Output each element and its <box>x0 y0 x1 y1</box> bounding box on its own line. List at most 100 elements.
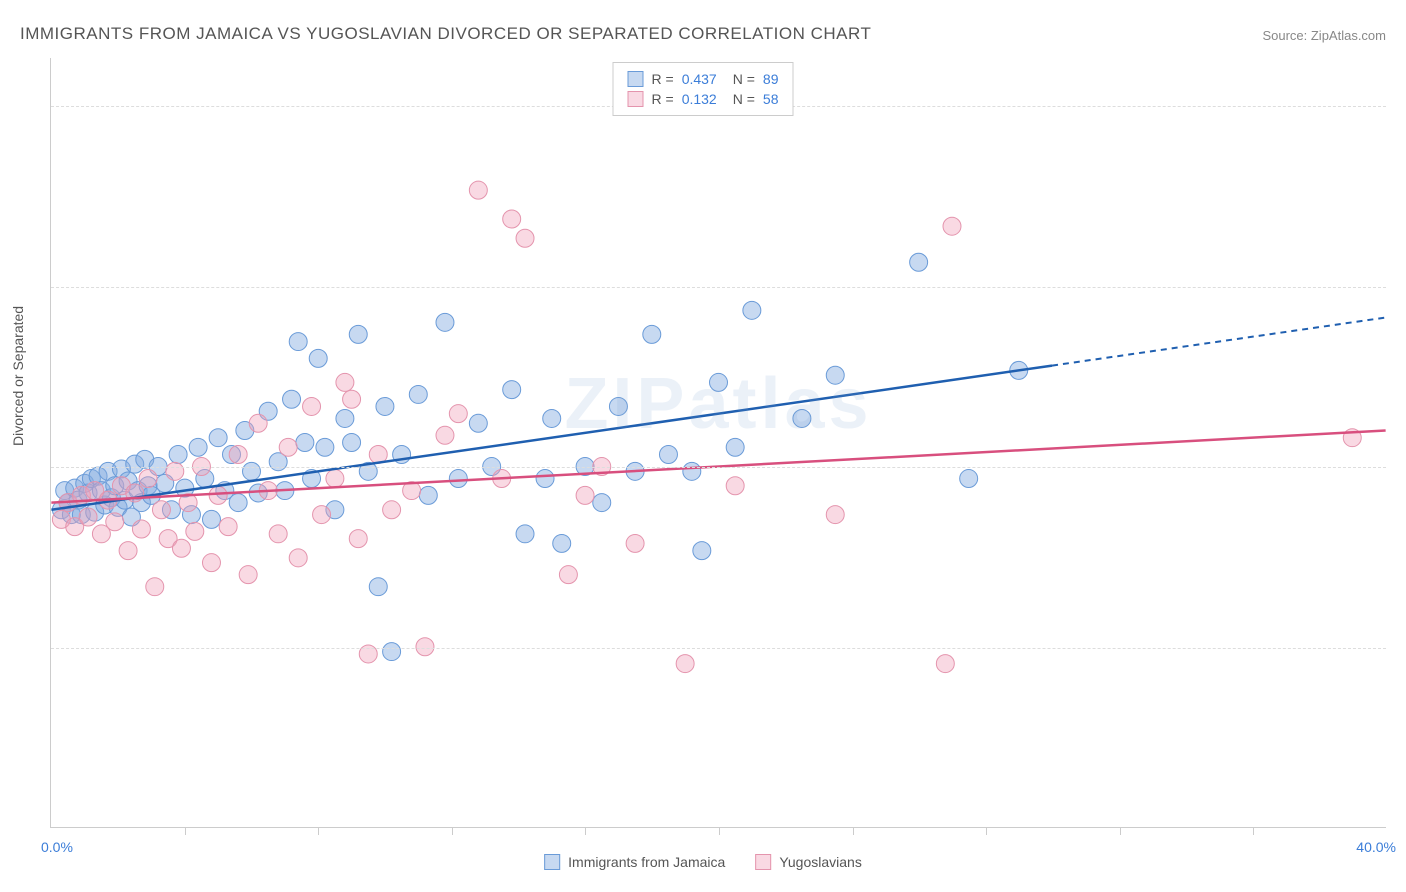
source-prefix: Source: <box>1262 28 1310 43</box>
series-2-swatch <box>628 91 644 107</box>
scatter-point <box>186 522 204 540</box>
scatter-point <box>960 470 978 488</box>
source-name: ZipAtlas.com <box>1311 28 1386 43</box>
series-2-name: Yugoslavians <box>779 854 862 870</box>
scatter-point <box>283 390 301 408</box>
scatter-point <box>189 438 207 456</box>
scatter-point <box>296 434 314 452</box>
scatter-point <box>436 426 454 444</box>
scatter-point <box>910 253 928 271</box>
series-2-n-value: 58 <box>763 91 779 107</box>
scatter-point <box>576 486 594 504</box>
y-tick-label: 30.0% <box>1396 98 1406 114</box>
scatter-point <box>936 655 954 673</box>
scatter-point <box>349 530 367 548</box>
scatter-point <box>209 486 227 504</box>
scatter-point <box>536 470 554 488</box>
scatter-point <box>119 542 137 560</box>
scatter-point <box>169 446 187 464</box>
r-label: R = <box>652 91 674 107</box>
source-attribution: Source: ZipAtlas.com <box>1262 28 1386 43</box>
scatter-point <box>553 534 571 552</box>
trend-line-extrapolated <box>1052 318 1386 366</box>
scatter-point <box>79 508 97 526</box>
scatter-point <box>643 325 661 343</box>
scatter-point <box>449 470 467 488</box>
scatter-point <box>202 510 220 528</box>
y-tick-label: 22.5% <box>1396 279 1406 295</box>
scatter-point <box>469 414 487 432</box>
series-2-swatch-bottom <box>755 854 771 870</box>
scatter-point <box>826 366 844 384</box>
scatter-point <box>726 477 744 495</box>
scatter-point <box>593 494 611 512</box>
n-label: N = <box>733 91 755 107</box>
scatter-point <box>693 542 711 560</box>
y-tick-label: 7.5% <box>1396 640 1406 656</box>
r-label: R = <box>652 71 674 87</box>
scatter-point <box>469 181 487 199</box>
scatter-point <box>349 325 367 343</box>
scatter-point <box>336 373 354 391</box>
scatter-point <box>279 438 297 456</box>
scatter-point <box>326 470 344 488</box>
scatter-point <box>376 397 394 415</box>
scatter-point <box>436 313 454 331</box>
chart-plot-area: ZIPatlas 7.5%15.0%22.5%30.0% 0.0% 40.0% <box>50 58 1386 828</box>
y-axis-label: Divorced or Separated <box>10 306 26 446</box>
scatter-point <box>229 446 247 464</box>
scatter-point <box>710 373 728 391</box>
scatter-point <box>609 397 627 415</box>
scatter-point <box>726 438 744 456</box>
series-1-n-value: 89 <box>763 71 779 87</box>
scatter-point <box>419 486 437 504</box>
scatter-point <box>683 462 701 480</box>
scatter-point <box>289 333 307 351</box>
y-tick-label: 15.0% <box>1396 459 1406 475</box>
scatter-point <box>146 578 164 596</box>
scatter-point <box>303 397 321 415</box>
series-2-r-value: 0.132 <box>682 91 717 107</box>
legend-item-series-2: Yugoslavians <box>755 854 862 870</box>
series-1-swatch <box>628 71 644 87</box>
scatter-point <box>166 462 184 480</box>
scatter-point <box>826 506 844 524</box>
scatter-point <box>383 643 401 661</box>
scatter-point <box>626 534 644 552</box>
scatter-point <box>316 438 334 456</box>
scatter-point <box>313 506 331 524</box>
scatter-point <box>132 520 150 538</box>
series-1-name: Immigrants from Jamaica <box>568 854 725 870</box>
scatter-point <box>269 525 287 543</box>
scatter-point <box>139 470 157 488</box>
scatter-point <box>343 390 361 408</box>
series-legend: Immigrants from Jamaica Yugoslavians <box>544 854 862 870</box>
scatter-point <box>343 434 361 452</box>
legend-item-series-1: Immigrants from Jamaica <box>544 854 725 870</box>
scatter-point <box>516 525 534 543</box>
scatter-point <box>152 501 170 519</box>
scatter-point <box>659 446 677 464</box>
scatter-point <box>309 349 327 367</box>
scatter-point <box>943 217 961 235</box>
series-1-swatch-bottom <box>544 854 560 870</box>
scatter-point <box>249 414 267 432</box>
scatter-point <box>219 518 237 536</box>
scatter-point <box>106 513 124 531</box>
chart-title: IMMIGRANTS FROM JAMAICA VS YUGOSLAVIAN D… <box>20 24 871 44</box>
scatter-point <box>793 409 811 427</box>
scatter-point <box>383 501 401 519</box>
scatter-point <box>449 405 467 423</box>
scatter-point <box>369 578 387 596</box>
scatter-point <box>743 301 761 319</box>
scatter-point <box>676 655 694 673</box>
scatter-point <box>543 409 561 427</box>
scatter-point <box>503 210 521 228</box>
x-axis-origin-label: 0.0% <box>41 839 73 855</box>
scatter-point <box>202 554 220 572</box>
n-label: N = <box>733 71 755 87</box>
scatter-point <box>209 429 227 447</box>
legend-row-series-1: R = 0.437 N = 89 <box>628 69 779 89</box>
scatter-point <box>289 549 307 567</box>
scatter-point <box>559 566 577 584</box>
